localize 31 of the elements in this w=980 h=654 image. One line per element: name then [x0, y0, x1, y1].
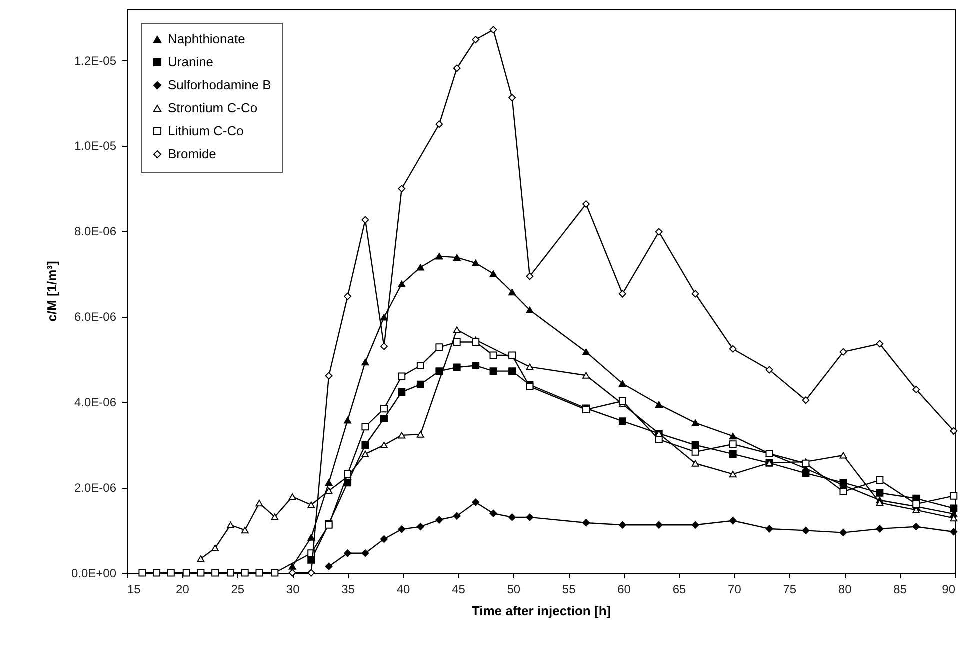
- x-tick-label: 15: [128, 582, 142, 596]
- x-axis-title: Time after injection [h]: [472, 604, 612, 618]
- y-tick-label: 1.2E-05: [74, 54, 117, 68]
- x-tick-label: 25: [231, 582, 245, 596]
- legend-label: Bromide: [168, 146, 216, 162]
- y-tick-label: 1.0E-05: [74, 139, 117, 154]
- x-tick-label: 40: [396, 582, 410, 596]
- x-tick-label: 35: [342, 582, 356, 596]
- x-tick-label: 20: [176, 582, 190, 596]
- y-tick-label: 8.0E-06: [74, 224, 117, 239]
- x-tick-label: 90: [942, 582, 956, 596]
- x-tick-label: 60: [618, 582, 632, 596]
- x-tick-label: 75: [783, 582, 797, 596]
- legend-label: Strontium C-Co: [168, 100, 258, 116]
- legend-label: Lithium C-Co: [168, 124, 244, 138]
- y-tick-label: 2.0E-06: [74, 481, 117, 496]
- legend-label: Sulforhodamine B: [168, 78, 272, 92]
- x-tick-label: 85: [894, 582, 908, 596]
- x-tick-label: 45: [452, 582, 466, 596]
- x-tick-label: 50: [507, 582, 521, 596]
- legend-label: Uranine: [168, 54, 214, 70]
- y-tick-label: 0.0E+00: [71, 566, 117, 580]
- x-tick-label: 80: [838, 582, 852, 596]
- x-tick-label: 55: [562, 582, 576, 596]
- y-axis-title: c/M [1/m³]: [44, 261, 60, 322]
- y-tick-label: 4.0E-06: [74, 396, 117, 410]
- x-tick-label: 30: [286, 582, 300, 596]
- legend-label: Naphthionate: [168, 32, 246, 46]
- x-tick-label: 70: [728, 582, 742, 596]
- x-tick-label: 65: [672, 582, 686, 596]
- y-tick-label: 6.0E-06: [74, 310, 117, 324]
